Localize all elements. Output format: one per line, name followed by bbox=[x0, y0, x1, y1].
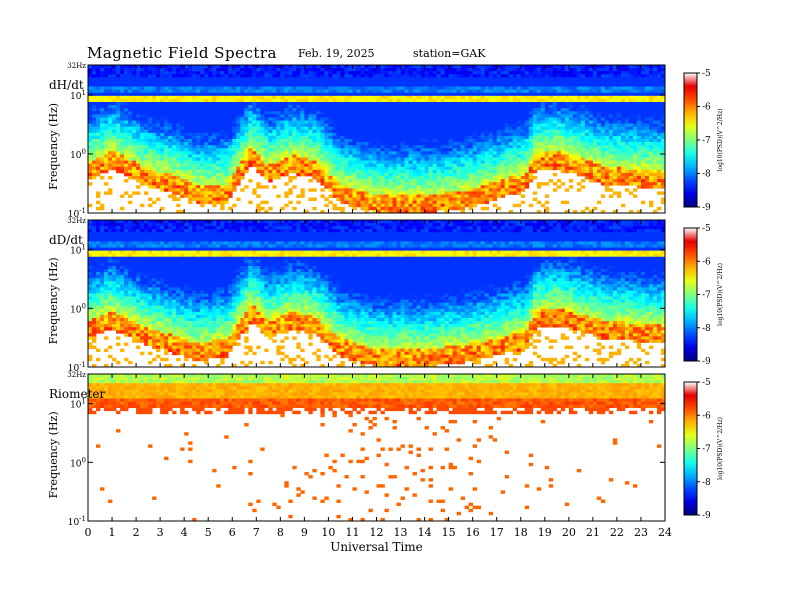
y-tick-label: 100 bbox=[70, 302, 86, 315]
x-tick-label: 5 bbox=[205, 526, 212, 539]
colorbar-tick-label: -5 bbox=[702, 378, 711, 388]
colorbar-tick-label: -6 bbox=[702, 411, 711, 421]
heatmap-2 bbox=[88, 374, 665, 521]
x-tick-label: 20 bbox=[562, 526, 576, 539]
y-tick-label: 100 bbox=[70, 456, 86, 469]
x-tick-label: 4 bbox=[181, 526, 188, 539]
x-tick-label: 19 bbox=[538, 526, 552, 539]
colorbar-label: log10(PSD)(V^2/Hz) bbox=[717, 417, 724, 480]
y-axis-label: Frequency (Hz) bbox=[47, 103, 60, 190]
y-axis-label: Frequency (Hz) bbox=[47, 411, 60, 498]
colorbar bbox=[683, 227, 698, 362]
x-tick-label: 24 bbox=[658, 526, 672, 539]
x-tick-label: 0 bbox=[85, 526, 92, 539]
x-tick-label: 10 bbox=[321, 526, 335, 539]
x-tick-label: 22 bbox=[610, 526, 624, 539]
heatmap-0 bbox=[88, 65, 665, 213]
colorbar-tick-label: -9 bbox=[702, 357, 711, 367]
x-tick-label: 2 bbox=[133, 526, 140, 539]
panel-label: dD/dt bbox=[49, 233, 83, 247]
colorbar-tick-label: -8 bbox=[702, 324, 711, 334]
colorbar-tick-label: -9 bbox=[702, 511, 711, 521]
x-tick-label: 9 bbox=[301, 526, 308, 539]
colorbar-tick-label: -8 bbox=[702, 170, 711, 180]
y-tick-label: 100 bbox=[70, 148, 86, 161]
x-axis-label: Universal Time bbox=[330, 540, 423, 554]
colorbar-tick-label: -8 bbox=[702, 478, 711, 488]
station-label: station=GAK bbox=[413, 47, 486, 60]
colorbar-tick-label: -5 bbox=[702, 69, 711, 79]
colorbar-tick-label: -5 bbox=[702, 224, 711, 234]
heatmap-1 bbox=[88, 220, 665, 367]
panel-label: Riometer bbox=[49, 387, 106, 401]
figure-title: Magnetic Field Spectra bbox=[87, 44, 277, 62]
x-tick-label: 17 bbox=[490, 526, 504, 539]
x-tick-label: 7 bbox=[253, 526, 260, 539]
colorbar-tick-label: -9 bbox=[702, 203, 711, 213]
x-tick-label: 15 bbox=[442, 526, 456, 539]
x-tick-label: 14 bbox=[418, 526, 432, 539]
x-tick-label: 3 bbox=[157, 526, 164, 539]
y-axis-label: Frequency (Hz) bbox=[47, 257, 60, 344]
x-tick-label: 12 bbox=[370, 526, 384, 539]
x-tick-label: 6 bbox=[229, 526, 236, 539]
colorbar-label: log10(PSD)(V^2/Hz) bbox=[717, 263, 724, 326]
colorbar bbox=[683, 72, 698, 208]
colorbar-tick-label: -7 bbox=[702, 136, 711, 146]
colorbar-tick-label: -6 bbox=[702, 257, 711, 267]
spectrogram-panel-2: 32Hz 10 1 100 10-1 Riometer Frequency (Hz) -5 -6… bbox=[47, 371, 724, 554]
colorbar-tick-label: -6 bbox=[702, 103, 711, 113]
colorbar bbox=[683, 381, 698, 516]
x-tick-label: 18 bbox=[514, 526, 528, 539]
x-tick-label: 11 bbox=[345, 526, 359, 539]
x-tick-label: 21 bbox=[586, 526, 600, 539]
y-tick-label: 32Hz bbox=[67, 62, 86, 70]
x-tick-label: 13 bbox=[394, 526, 408, 539]
y-tick-label: 32Hz bbox=[67, 371, 86, 379]
colorbar-tick-label: -7 bbox=[702, 445, 711, 455]
x-tick-label: 1 bbox=[109, 526, 116, 539]
colorbar-label: log10(PSD)(V^2/Hz) bbox=[717, 109, 724, 172]
x-tick-label: 23 bbox=[634, 526, 648, 539]
y-tick-label: 32Hz bbox=[67, 217, 86, 225]
colorbar-tick-label: -7 bbox=[702, 291, 711, 301]
x-tick-label: 8 bbox=[277, 526, 284, 539]
y-tick-label: 10-1 bbox=[68, 515, 86, 528]
figure-date: Feb. 19, 2025 bbox=[298, 47, 375, 60]
panel-label: dH/dt bbox=[49, 78, 84, 92]
x-tick-label: 16 bbox=[466, 526, 480, 539]
